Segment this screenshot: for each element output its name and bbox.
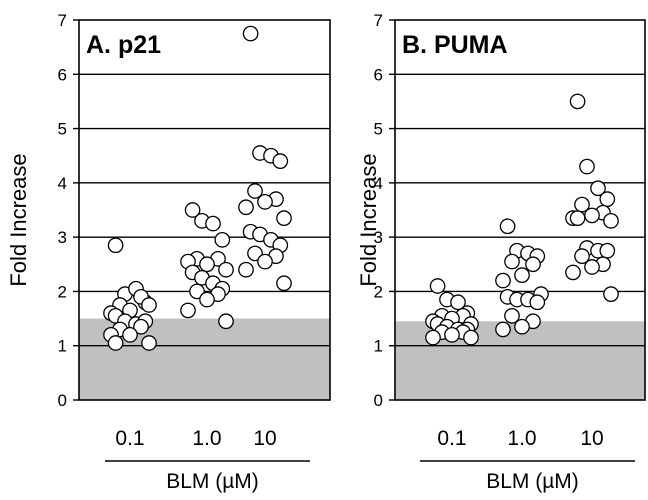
y-tick-label: 1 [374,337,383,356]
plot-frame [394,19,646,401]
y-tick-label: 3 [58,228,67,247]
y-tick-label: 7 [374,11,383,30]
data-point [514,318,530,335]
y-tick-label: 5 [58,120,67,139]
data-point [499,218,516,235]
data-point [599,191,616,207]
data-point [257,253,273,270]
data-point [565,264,581,281]
data-point [107,237,124,254]
data-point [504,253,520,270]
y-tick-label: 4 [58,174,67,193]
data-point [238,261,254,278]
data-point [276,210,292,226]
data-point [141,297,157,313]
data-point [590,180,606,197]
data-point [133,318,149,335]
panel-title: A. p21 [86,31,161,59]
data-point [444,327,460,343]
x-category-label: 0.1 [115,427,144,450]
y-tick-label: 2 [374,282,383,301]
x-category-label: 10 [253,427,276,450]
data-point [214,232,231,248]
data-point [180,302,196,319]
data-points [103,25,292,351]
data-point [141,335,157,351]
data-points [425,93,619,346]
data-point [184,202,201,218]
data-point [569,93,586,110]
data-point [199,256,215,273]
data-point [450,294,466,311]
data-point [529,294,546,311]
data-point [199,291,215,308]
data-point [247,183,263,199]
x-category-labels: 0.1 1.0 10 [115,427,276,450]
x-category-label: 1.0 [507,427,536,450]
data-point [603,213,619,229]
y-tick-label: 0 [58,391,67,410]
data-point [218,313,234,330]
y-tick-label: 4 [374,174,383,193]
plot-frame [78,19,331,401]
y-axis-title: Fold Increase [6,153,31,286]
y-tick-label: 7 [58,11,67,30]
data-point [599,242,616,259]
data-point [584,207,600,224]
y-tick-label: 3 [374,228,383,247]
data-point [495,321,511,338]
data-point [579,158,595,175]
data-point [569,210,586,226]
x-category-label: 0.1 [437,427,466,450]
x-axis-title: BLM (µM) [166,470,259,493]
y-tick-labels: 0 1 2 3 4 5 6 7 [374,11,383,410]
data-point [242,25,259,42]
panel-title: B. PUMA [402,31,508,59]
data-point [276,275,292,292]
x-category-label: 10 [580,427,603,450]
data-point [574,248,590,264]
data-point [122,327,138,343]
x-axis-title: BLM (µM) [486,470,579,493]
data-point [463,329,479,346]
data-point [107,335,124,351]
data-point [584,259,600,275]
data-point [603,286,619,302]
x-category-labels: 0.1 1.0 10 [437,427,603,450]
y-tick-label: 2 [58,282,67,301]
y-tick-label: 5 [374,120,383,139]
data-point [218,261,234,278]
data-point [205,215,221,232]
data-point [514,267,530,283]
data-point [272,153,289,169]
y-tick-label: 1 [58,337,67,356]
data-point [429,278,446,294]
data-point [495,272,511,289]
data-point [525,256,541,273]
data-point [504,308,520,324]
x-category-label: 1.0 [192,427,221,450]
data-point [257,194,273,210]
y-tick-label: 0 [374,391,383,410]
data-point [425,329,441,346]
y-tick-labels: 0 1 2 3 4 5 6 7 [58,11,67,410]
y-tick-label: 6 [374,65,383,84]
data-point [238,199,254,216]
y-axis-title: Fold Increase [356,153,381,286]
panel-a: 0 1 2 3 4 5 6 7 0.1 1.0 10 A. p21 Fold Increase B… [6,11,331,493]
y-tick-label: 6 [58,65,67,84]
